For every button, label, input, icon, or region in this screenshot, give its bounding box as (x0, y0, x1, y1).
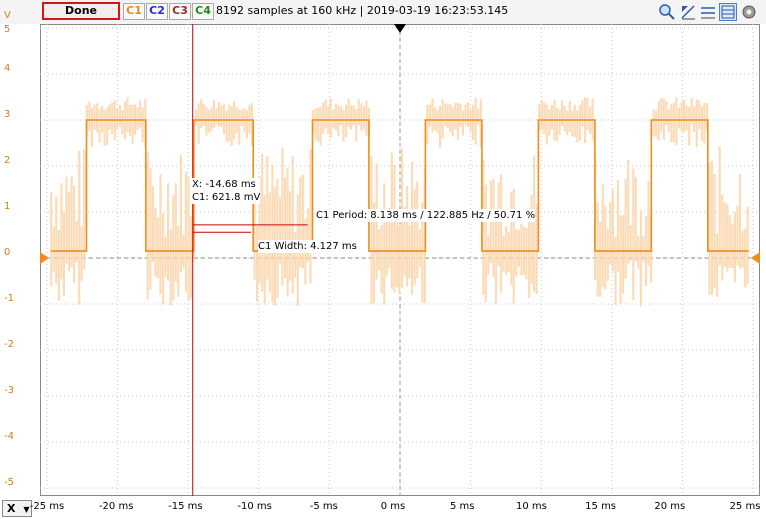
c1-trace (51, 119, 749, 252)
y-tick-label: 5 (4, 24, 11, 35)
y-tick-label: 4 (4, 63, 11, 74)
y-tick-label: 0 (4, 247, 11, 258)
trigger-level-right-icon (751, 252, 760, 264)
c1-width-measurement: C1 Width: 4.127 ms (258, 240, 357, 253)
cursor-icon[interactable] (679, 3, 697, 21)
chevron-down-icon: ▼ (23, 505, 30, 514)
grid-view-icon[interactable] (719, 3, 737, 21)
x-tick-label: 10 ms (515, 501, 547, 512)
x-tick-label: 25 ms (729, 501, 761, 512)
x-tick-label: 15 ms (585, 501, 617, 512)
y-tick-label: -2 (4, 339, 14, 350)
channel-c3-button[interactable]: C3 (169, 3, 191, 20)
c1-period-measurement: C1 Period: 8.138 ms / 122.885 Hz / 50.71… (316, 209, 536, 222)
x-tick-label: -15 ms (168, 501, 203, 512)
x-axis-selector-label: X (7, 502, 16, 515)
channel-c4-button[interactable]: C4 (192, 3, 214, 20)
acquisition-status: 8192 samples at 160 kHz | 2019-03-19 16:… (216, 4, 509, 17)
y-tick-label: -1 (4, 293, 14, 304)
x-tick-label: -25 ms (29, 501, 65, 512)
y-axis-unit: V (4, 10, 11, 21)
x-axis-selector[interactable]: X ▼ (2, 500, 32, 517)
zoom-icon[interactable] (658, 3, 676, 21)
waveform-svg (40, 24, 760, 496)
y-tick-label: 1 (4, 201, 11, 212)
cursor-x-readout: X: -14.68 ms (192, 179, 256, 190)
x-tick-label: 0 ms (380, 501, 406, 512)
cursor-readout: X: -14.68 ms C1: 621.8 mV (192, 178, 261, 204)
scope-plot-area[interactable]: X: -14.68 ms C1: 621.8 mV C1 Period: 8.1… (40, 24, 760, 496)
cursor-c1-readout: C1: 621.8 mV (192, 192, 261, 203)
toolbar: Done C1 C2 C3 C4 8192 samples at 160 kHz… (0, 0, 766, 24)
x-tick-label: 20 ms (654, 501, 686, 512)
measure-icon[interactable] (699, 3, 717, 21)
trigger-level-left-icon (40, 252, 49, 264)
trigger-position-icon (394, 24, 406, 33)
settings-icon[interactable] (740, 3, 758, 21)
y-tick-label: 2 (4, 155, 11, 166)
x-tick-label: -20 ms (98, 501, 134, 512)
x-tick-label: -10 ms (237, 501, 272, 512)
x-tick-label: 5 ms (449, 501, 475, 512)
y-tick-label: -3 (4, 385, 14, 396)
channel-c1-button[interactable]: C1 (123, 3, 145, 20)
y-tick-label: -5 (4, 477, 14, 488)
y-tick-label: -4 (4, 431, 14, 442)
y-tick-label: 3 (4, 109, 11, 120)
channel-c2-button[interactable]: C2 (146, 3, 168, 20)
x-tick-label: -5 ms (309, 501, 338, 512)
c1-noise-envelope (50, 97, 749, 307)
done-button[interactable]: Done (42, 2, 120, 20)
